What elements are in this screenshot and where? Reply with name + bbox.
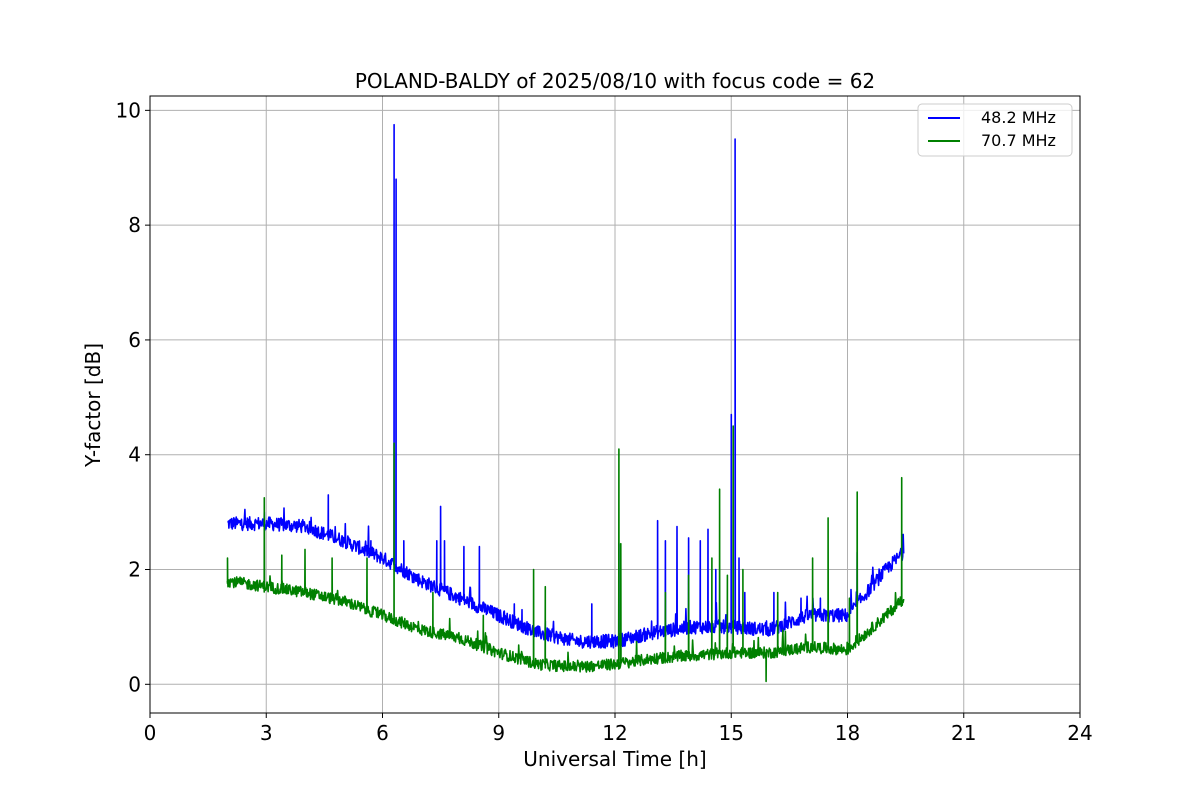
y-axis-label: Y-factor [dB] bbox=[81, 343, 105, 468]
x-axis-label: Universal Time [h] bbox=[523, 747, 706, 771]
legend: 48.2 MHz 70.7 MHz bbox=[917, 103, 1073, 157]
x-tick-label: 3 bbox=[260, 721, 273, 745]
x-tick-label: 6 bbox=[376, 721, 389, 745]
y-tick-label: 6 bbox=[128, 328, 141, 352]
x-tick-label: 9 bbox=[492, 721, 505, 745]
x-tick-label: 12 bbox=[602, 721, 627, 745]
y-tick-label: 8 bbox=[128, 213, 141, 237]
x-tick-label: 24 bbox=[1067, 721, 1092, 745]
x-tick-label: 21 bbox=[951, 721, 976, 745]
x-tick-label: 0 bbox=[144, 721, 157, 745]
x-tick-label: 15 bbox=[719, 721, 744, 745]
legend-label-1: 70.7 MHz bbox=[981, 131, 1056, 150]
y-tick-label: 10 bbox=[116, 98, 141, 122]
grid bbox=[149, 96, 1081, 713]
series-line-0 bbox=[227, 123, 905, 649]
x-tick-label: 18 bbox=[835, 721, 860, 745]
y-tick-label: 2 bbox=[128, 558, 141, 582]
y-tick-label: 0 bbox=[128, 672, 141, 696]
y-tick-label: 4 bbox=[128, 443, 141, 467]
series-layer bbox=[226, 123, 905, 683]
legend-label-0: 48.2 MHz bbox=[981, 108, 1056, 127]
chart-title: POLAND-BALDY of 2025/08/10 with focus co… bbox=[355, 69, 875, 93]
series-line-1 bbox=[226, 425, 905, 683]
